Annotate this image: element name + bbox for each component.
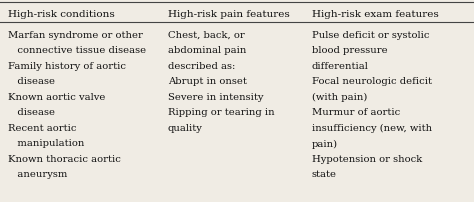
Text: Hypotension or shock: Hypotension or shock: [312, 154, 422, 163]
Text: Pulse deficit or systolic: Pulse deficit or systolic: [312, 31, 429, 40]
Text: Severe in intensity: Severe in intensity: [168, 93, 264, 101]
Text: Family history of aortic: Family history of aortic: [8, 62, 126, 71]
Text: Abrupt in onset: Abrupt in onset: [168, 77, 247, 86]
Text: disease: disease: [8, 77, 55, 86]
Text: High-risk pain features: High-risk pain features: [168, 10, 290, 19]
Text: Ripping or tearing in: Ripping or tearing in: [168, 108, 274, 117]
Text: manipulation: manipulation: [8, 139, 84, 148]
Text: abdominal pain: abdominal pain: [168, 46, 246, 55]
Text: Marfan syndrome or other: Marfan syndrome or other: [8, 31, 143, 40]
Text: pain): pain): [312, 139, 338, 148]
Text: differential: differential: [312, 62, 369, 71]
Text: Focal neurologic deficit: Focal neurologic deficit: [312, 77, 432, 86]
Text: (with pain): (with pain): [312, 93, 367, 102]
Text: Chest, back, or: Chest, back, or: [168, 31, 245, 40]
Text: Recent aortic: Recent aortic: [8, 123, 76, 132]
Text: state: state: [312, 170, 337, 179]
Text: High-risk exam features: High-risk exam features: [312, 10, 439, 19]
Text: insufficiency (new, with: insufficiency (new, with: [312, 123, 432, 133]
Text: described as:: described as:: [168, 62, 236, 71]
Text: Known aortic valve: Known aortic valve: [8, 93, 105, 101]
Text: High-risk conditions: High-risk conditions: [8, 10, 115, 19]
Text: quality: quality: [168, 123, 203, 132]
Text: disease: disease: [8, 108, 55, 117]
Text: blood pressure: blood pressure: [312, 46, 388, 55]
Text: Murmur of aortic: Murmur of aortic: [312, 108, 400, 117]
Text: aneurysm: aneurysm: [8, 170, 67, 179]
Text: connective tissue disease: connective tissue disease: [8, 46, 146, 55]
Text: Known thoracic aortic: Known thoracic aortic: [8, 154, 121, 163]
